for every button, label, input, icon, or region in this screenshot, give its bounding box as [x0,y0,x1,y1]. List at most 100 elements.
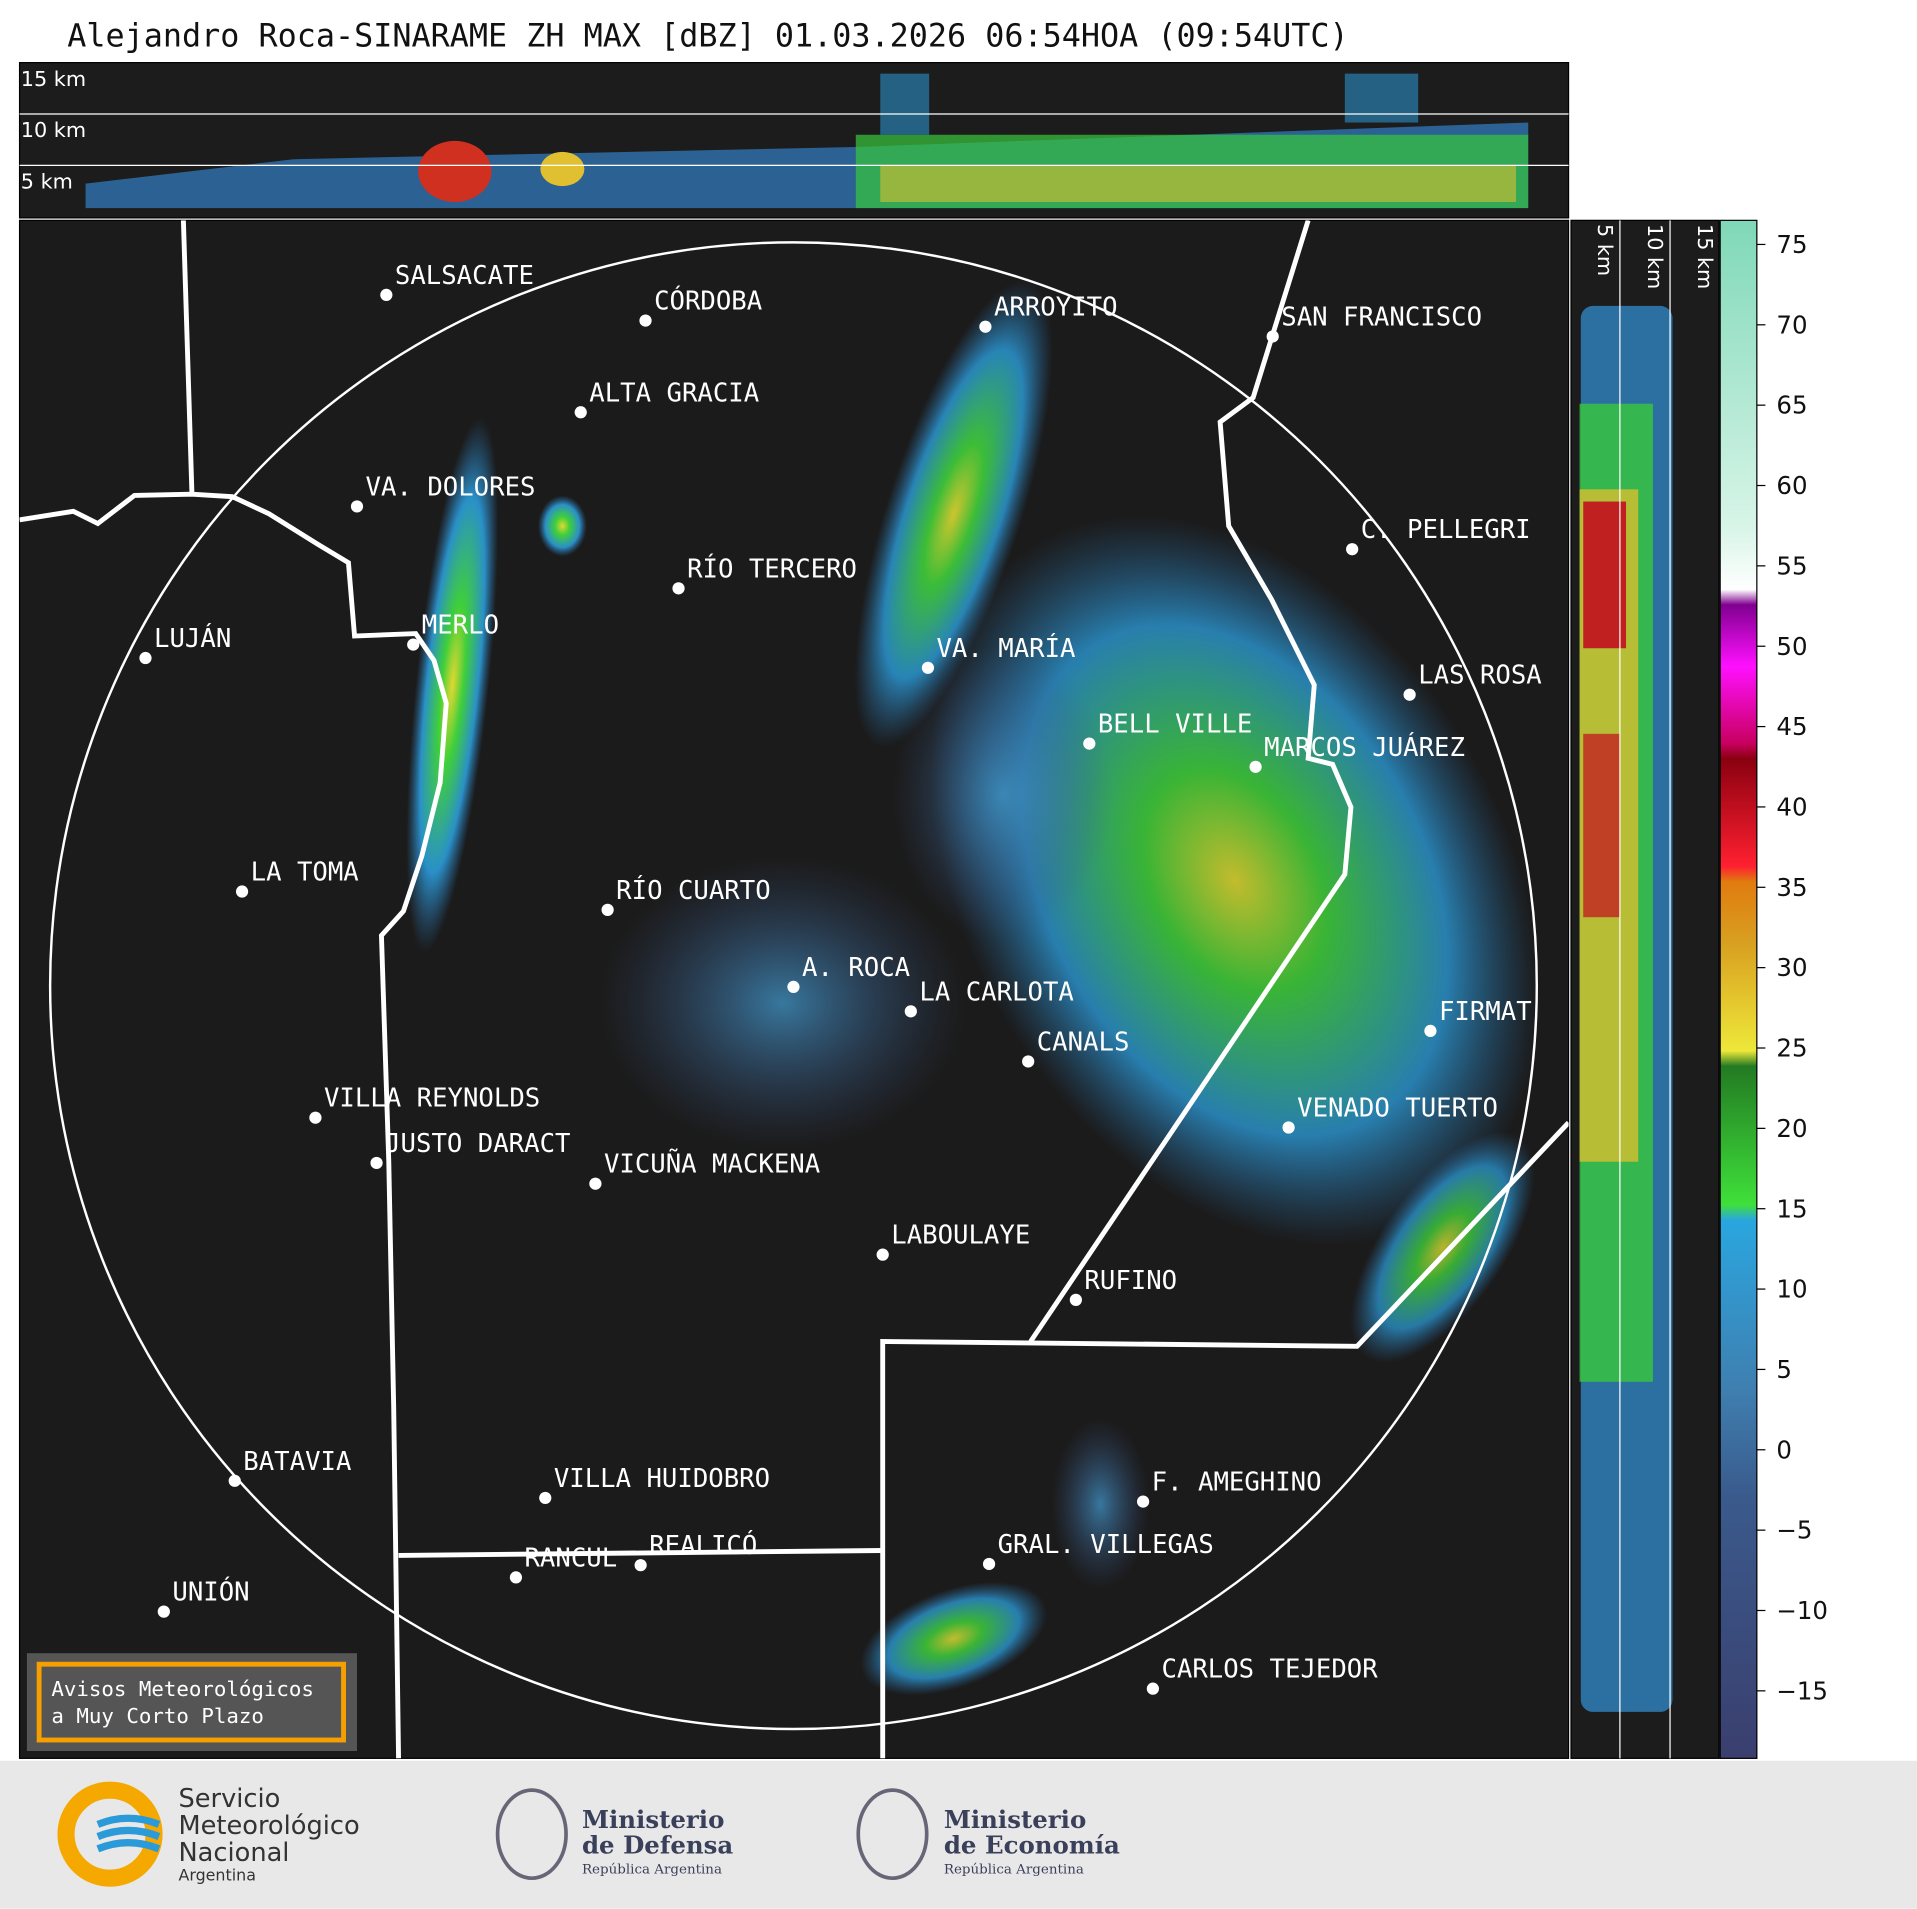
city-dot [601,903,614,916]
city-dot [350,500,364,513]
city-label: CÓRDOBA [654,285,762,317]
logo-defensa: Ministerio de Defensa República Argentin… [495,1788,733,1880]
colorbar-tick-label: −10 [1776,1596,1828,1625]
city-dot [139,651,152,665]
colorbar-tick-label: 60 [1776,471,1807,500]
city-label: ARROYITO [994,293,1118,323]
logo-text: Servicio [178,1784,280,1814]
province-borders [19,220,1569,1759]
city-label: JUSTO DARACT [385,1129,570,1159]
city-label: SAN FRANCISCO [1281,302,1482,332]
city-dot [539,1491,552,1505]
city-dot [509,1571,523,1584]
colorbar-tick-label: 50 [1776,632,1807,661]
city-dot [979,320,992,333]
colorbar-tick-label: 75 [1776,230,1807,259]
height-label: 5 km [21,170,73,194]
city-dot [1282,1121,1295,1134]
city-label: MARCOS JUÁREZ [1264,731,1465,763]
height-label: 10 km [1643,224,1667,289]
city-label: RUFINO [1084,1266,1177,1296]
city-dot [1069,1293,1082,1306]
logo-text: de Defensa [582,1831,733,1860]
city-dot [876,1248,889,1261]
colorbar-tick-label: 10 [1776,1275,1807,1304]
city-label: RÍO CUARTO [616,874,770,906]
city-label: ALTA GRACIA [589,378,759,408]
city-label: SALSACATE [395,261,534,291]
colorbar-tick-label: 30 [1776,953,1807,982]
city-dot [1403,688,1416,701]
logo-text: Nacional [178,1838,289,1868]
notice-box [26,1653,357,1752]
colorbar-tick-label: 40 [1776,792,1807,821]
city-dot [921,661,935,674]
city-label: VA. MARÍA [936,632,1075,664]
colorbar-tick-label: 65 [1776,391,1807,420]
logo-text: Ministerio [582,1805,724,1834]
logo-text: de Economía [944,1831,1120,1860]
city-dot [904,1005,917,1018]
city-label: LA CARLOTA [919,977,1073,1007]
city-dot [407,638,420,651]
city-dot [672,582,685,595]
city-dot [787,980,800,994]
city-label: LABOULAYE [891,1221,1030,1251]
colorbar-tick-label: 35 [1776,873,1807,902]
radar-echoes [406,280,1539,1696]
city-dot [228,1474,241,1487]
city-dot [1424,1024,1437,1038]
city-dot [589,1177,602,1190]
logo-text: Meteorológico [178,1811,359,1841]
city-label: A. ROCA [802,953,910,983]
city-dot [157,1605,170,1618]
city-label: VICUÑA MACKENA [604,1148,820,1180]
logo-economia: Ministerio de Economía República Argenti… [856,1788,1120,1880]
colorbar-tick-label: 25 [1776,1034,1807,1063]
colorbar-tick-label: 5 [1776,1355,1792,1384]
height-label: 15 km [21,67,86,91]
city-label: F. AMEGHINO [1152,1468,1322,1498]
city-label: VENADO TUERTO [1297,1093,1498,1123]
notice-text: a Muy Corto Plazo [51,1704,264,1728]
range-ring [48,241,1539,1731]
city-label: BATAVIA [243,1447,351,1477]
city-label: VILLA REYNOLDS [324,1084,540,1114]
city-dot [1083,737,1096,750]
logo-text: Ministerio [944,1805,1086,1834]
city-dot [634,1559,647,1572]
city-dot [370,1156,383,1170]
city-dot [1022,1055,1035,1068]
city-label: LAS ROSA [1418,661,1542,691]
city-dot [982,1557,996,1571]
city-label: LUJÁN [154,622,231,654]
colorbar-tick-label: 20 [1776,1114,1807,1143]
logo-text: República Argentina [582,1862,722,1877]
city-dot [1146,1682,1160,1695]
colorbar-tick-label: 0 [1776,1435,1792,1464]
notice-text: Avisos Meteorológicos [51,1677,314,1701]
colorbar-tick-label: 70 [1776,310,1807,339]
city-label: LA TOMA [251,858,359,888]
colorbar-tick-label: −15 [1776,1676,1828,1705]
city-label: MERLO [422,611,499,641]
city-dot [1266,330,1279,343]
colorbar-tick-label: 45 [1776,712,1807,741]
colorbar-tick-label: −5 [1776,1516,1812,1545]
city-dot [309,1111,322,1124]
city-label: C. PELLEGRI [1361,515,1531,545]
city-label: VA. DOLORES [366,472,536,502]
city-label: CANALS [1037,1027,1130,1057]
city-label: CARLOS TEJEDOR [1161,1655,1378,1685]
city-label: VILLA HUIDOBRO [554,1464,770,1494]
city-label: RANCUL [524,1543,617,1573]
height-label: 5 km [1593,224,1617,276]
city-label: UNIÓN [172,1576,249,1608]
city-dot [1346,543,1359,556]
logo-text: República Argentina [944,1862,1084,1877]
height-label: 10 km [21,118,86,142]
city-dot [574,406,587,419]
city-dot [1249,760,1262,773]
city-label: BELL VILLE [1098,710,1252,740]
